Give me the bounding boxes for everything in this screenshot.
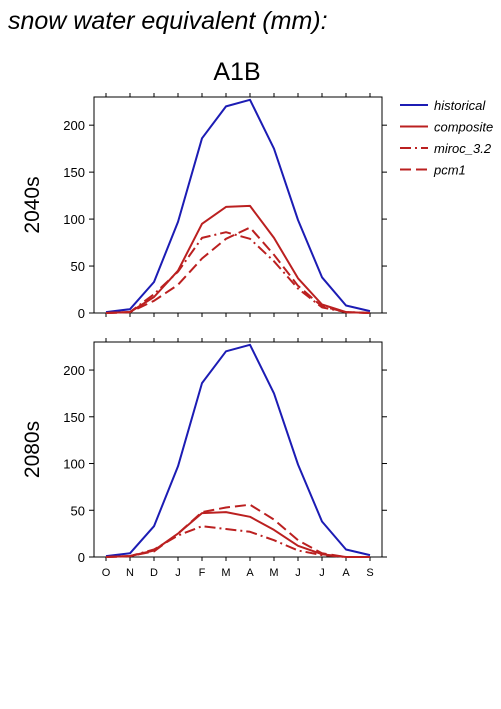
legend-entry: composite: [434, 120, 493, 135]
x-tick-label: M: [269, 567, 278, 579]
series-line-composite: [105, 204, 371, 314]
x-tick-label: F: [199, 567, 206, 579]
x-tick-label: O: [102, 567, 111, 579]
x-tick-label: A: [246, 567, 254, 579]
series-line-miroc-3-2: [105, 231, 371, 314]
panel-label: 2040s: [21, 176, 44, 233]
x-tick-label: J: [175, 567, 181, 579]
figure-title: snow water equivalent (mm):: [8, 7, 328, 35]
panel-label: 2080s: [21, 421, 44, 478]
x-tick-label: J: [319, 567, 325, 579]
legend-entry: historical: [434, 98, 486, 113]
y-tick-label: 50: [71, 259, 85, 274]
y-tick-label: 150: [63, 165, 85, 180]
plot-frame: [93, 96, 383, 314]
y-tick-label: 100: [63, 457, 85, 472]
x-tick-label: D: [150, 567, 158, 579]
panels: 0 50 100 150 200 2040s 0 50 100 150 200 O N D J F M A M J J A…: [21, 93, 387, 579]
x-tick-label: M: [221, 567, 230, 579]
y-tick-label: 200: [63, 118, 85, 133]
legend-entry: pcm1: [433, 163, 466, 178]
panel-2040s: 0 50 100 150 200 2040s: [21, 93, 387, 321]
y-tick-label: 100: [63, 212, 85, 227]
y-tick-label: 50: [71, 503, 85, 518]
series-line-miroc-3-2: [105, 525, 370, 558]
scenario-label: A1B: [213, 58, 260, 86]
legend: historical composite miroc_3.2 pcm1: [400, 98, 493, 178]
y-tick-label: 0: [78, 550, 85, 565]
series-line-historical: [105, 343, 371, 558]
y-tick-label: 200: [63, 363, 85, 378]
x-tick-label: N: [126, 567, 134, 579]
x-tick-label: A: [342, 567, 350, 579]
series-line-historical: [105, 98, 371, 314]
plot-frame: [93, 341, 383, 558]
panel-2080s: 0 50 100 150 200 O N D J F M A M J J A S 2080s: [21, 338, 387, 579]
y-tick-label: 0: [78, 306, 85, 321]
x-tick-label: S: [366, 567, 373, 579]
legend-entry: miroc_3.2: [434, 141, 492, 156]
series-line-pcm1: [105, 503, 370, 558]
y-tick-label: 150: [63, 410, 85, 425]
x-tick-label: J: [295, 567, 301, 579]
